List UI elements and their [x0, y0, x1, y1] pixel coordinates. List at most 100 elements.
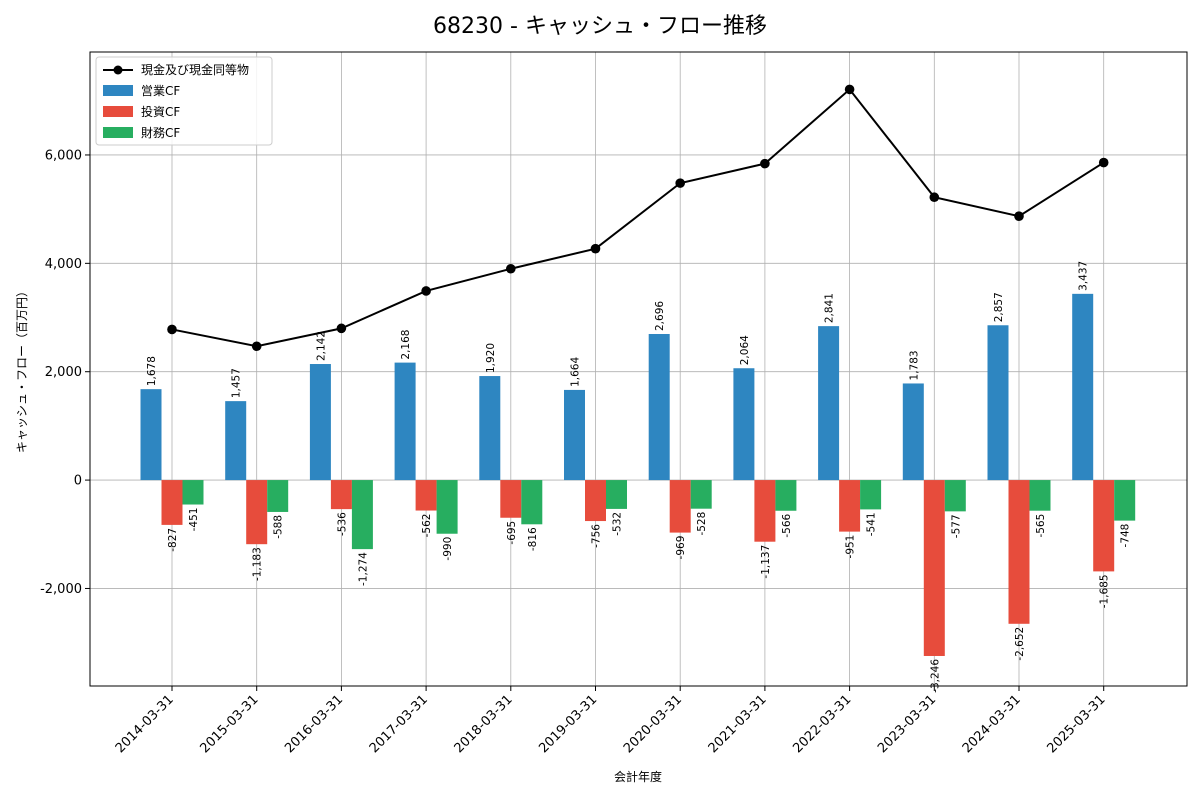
legend-label-investing: 投資CF — [141, 104, 180, 119]
legend-swatch-investing — [103, 106, 133, 117]
bar-data-label: 2,696 — [654, 301, 666, 331]
bar-data-label: -562 — [421, 514, 433, 538]
y-tick-label: 2,000 — [45, 365, 82, 380]
bar — [161, 480, 183, 525]
y-tick-label: 4,000 — [45, 257, 82, 272]
bar — [1029, 480, 1051, 511]
bar-data-label: 1,457 — [231, 368, 243, 398]
bar-data-label: 3,437 — [1078, 261, 1090, 291]
line-layer — [167, 84, 1109, 352]
bar-data-label: -969 — [675, 536, 687, 560]
bar — [606, 480, 627, 509]
legend-swatch-financing — [103, 127, 133, 138]
bar — [902, 383, 924, 481]
bar-data-label: -532 — [612, 512, 624, 536]
y-tick-label: 0 — [74, 474, 82, 489]
cash-point — [421, 286, 431, 296]
cash-point — [167, 324, 177, 335]
bar-data-label: -756 — [591, 524, 603, 548]
y-tick-label: -2,000 — [40, 582, 82, 597]
bar-data-label: 1,920 — [485, 343, 497, 373]
cash-point — [590, 243, 601, 254]
bar-data-label: -451 — [188, 508, 200, 532]
bar-data-label: 2,064 — [739, 335, 751, 365]
bar — [521, 480, 543, 525]
x-tick-label: 2024-03-31 — [960, 692, 1024, 756]
bar-data-label: -695 — [506, 521, 518, 545]
cash-point — [1014, 211, 1024, 221]
bar — [415, 480, 437, 511]
legend-label-financing: 財務CF — [141, 125, 180, 140]
bar-data-label: -1,685 — [1099, 574, 1111, 608]
bar-data-label: -566 — [781, 513, 793, 537]
bar-data-label: -565 — [1035, 514, 1047, 538]
y-tick-label: 6,000 — [45, 148, 82, 163]
bar-data-label: -2,652 — [1014, 627, 1026, 661]
legend-box — [95, 56, 273, 146]
bar — [1008, 480, 1030, 624]
bar-data-label: -748 — [1120, 524, 1132, 548]
bar-data-label: -577 — [950, 514, 962, 538]
bar — [564, 389, 585, 481]
cash-point — [506, 263, 516, 274]
x-axis-label: 会計年度 — [614, 769, 662, 784]
bar-data-label: 2,857 — [993, 292, 1005, 322]
bar — [1072, 293, 1094, 481]
x-tick-label: 2015-03-31 — [197, 692, 261, 756]
bar — [479, 376, 501, 481]
cash-point — [336, 323, 347, 334]
x-tick-label: 2017-03-31 — [367, 692, 431, 756]
cash-point — [929, 192, 940, 203]
bar-data-label: -1,137 — [760, 545, 772, 579]
bar — [585, 480, 606, 522]
bar-data-label: -1,183 — [252, 547, 264, 581]
bar-data-label: 2,841 — [824, 293, 836, 323]
x-tick-label: 2023-03-31 — [875, 692, 939, 756]
data-labels-layer: 1,678 1,457 2,142 2,168 1,920 1,664 2,696 2,064… — [146, 261, 1132, 693]
legend-swatch-operating — [103, 85, 133, 96]
bar — [182, 480, 204, 505]
bar-data-label: -588 — [273, 515, 285, 539]
x-tick-label: 2022-03-31 — [790, 692, 854, 756]
bar — [775, 480, 797, 511]
bar — [500, 480, 522, 518]
bar-data-label: -3,246 — [929, 659, 941, 693]
legend-line-marker — [113, 65, 123, 75]
bar-data-label: -827 — [167, 528, 179, 552]
bar-data-label: 1,664 — [570, 357, 582, 387]
bar — [690, 480, 712, 509]
bar-data-label: -951 — [845, 535, 857, 559]
bar — [860, 480, 882, 510]
legend: 現金及び現金同等物 営業CF 投資CF 財務CF — [95, 56, 273, 146]
bar-data-label: -816 — [527, 527, 539, 551]
bar-data-label: 1,783 — [908, 350, 920, 380]
bar — [733, 368, 755, 481]
x-tick-label: 2018-03-31 — [452, 692, 516, 756]
bar — [1114, 480, 1136, 521]
bar-data-label: 1,678 — [146, 356, 158, 386]
x-tick-label: 2021-03-31 — [706, 692, 770, 756]
bar — [754, 480, 776, 542]
legend-label-cash: 現金及び現金同等物 — [141, 62, 249, 77]
bar-data-label: -1,274 — [357, 552, 369, 586]
bar — [944, 480, 966, 512]
grid-layer — [90, 52, 1187, 686]
cash-point — [844, 84, 855, 95]
x-tick-label: 2016-03-31 — [282, 692, 346, 756]
bar-data-label: -528 — [696, 512, 708, 536]
bar-data-label: -536 — [336, 512, 348, 536]
cash-point — [251, 341, 262, 352]
cash-point — [1098, 157, 1109, 168]
bar-data-label: 2,168 — [400, 330, 412, 360]
bar — [267, 480, 289, 512]
bar — [225, 401, 247, 481]
bar — [330, 480, 352, 510]
bar-data-label: 2,142 — [315, 331, 327, 361]
chart-title: 68230 - キャッシュ・フロー推移 — [433, 14, 767, 39]
bar — [839, 480, 861, 532]
x-tick-label: 2025-03-31 — [1044, 692, 1108, 756]
bar-data-label: -990 — [442, 537, 454, 561]
x-tick-label: 2019-03-31 — [536, 692, 600, 756]
bar — [436, 480, 458, 534]
